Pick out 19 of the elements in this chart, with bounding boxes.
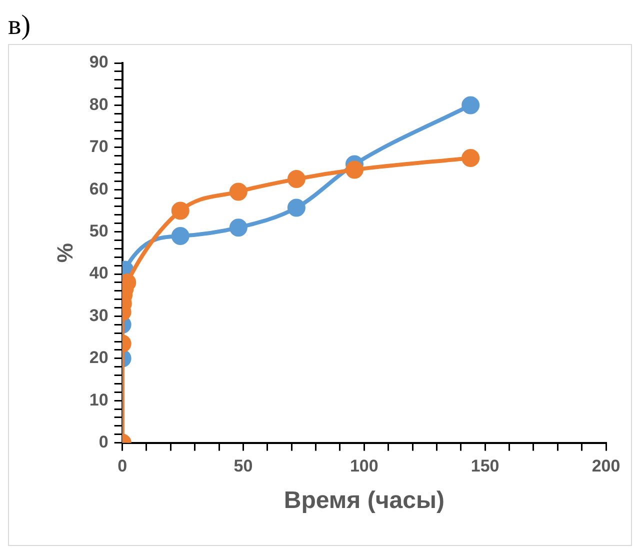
- x-tick-label: 100: [350, 456, 378, 476]
- y-tick-label: 90: [89, 52, 108, 72]
- y-axis-title: %: [52, 243, 78, 263]
- point: [287, 198, 306, 217]
- y-tick-label: 30: [89, 306, 108, 325]
- x-axis-title: Время (часы): [284, 487, 444, 514]
- x-tick-label: 0: [118, 456, 128, 476]
- y-tick-label: 40: [89, 264, 108, 283]
- y-tick-label: 80: [89, 94, 108, 114]
- x-tick-label: 50: [234, 456, 253, 476]
- x-tick-label: 150: [470, 456, 500, 476]
- y-tick-label: 20: [89, 348, 108, 368]
- y-tick-label: 0: [98, 432, 108, 452]
- y-tick-label: 70: [89, 137, 108, 156]
- chart-title: в): [8, 9, 32, 43]
- y-tick-label: 50: [89, 221, 108, 240]
- x-tick-label: 200: [592, 456, 620, 476]
- y-tick-label: 10: [89, 390, 108, 410]
- y-tick-label: 60: [89, 179, 108, 198]
